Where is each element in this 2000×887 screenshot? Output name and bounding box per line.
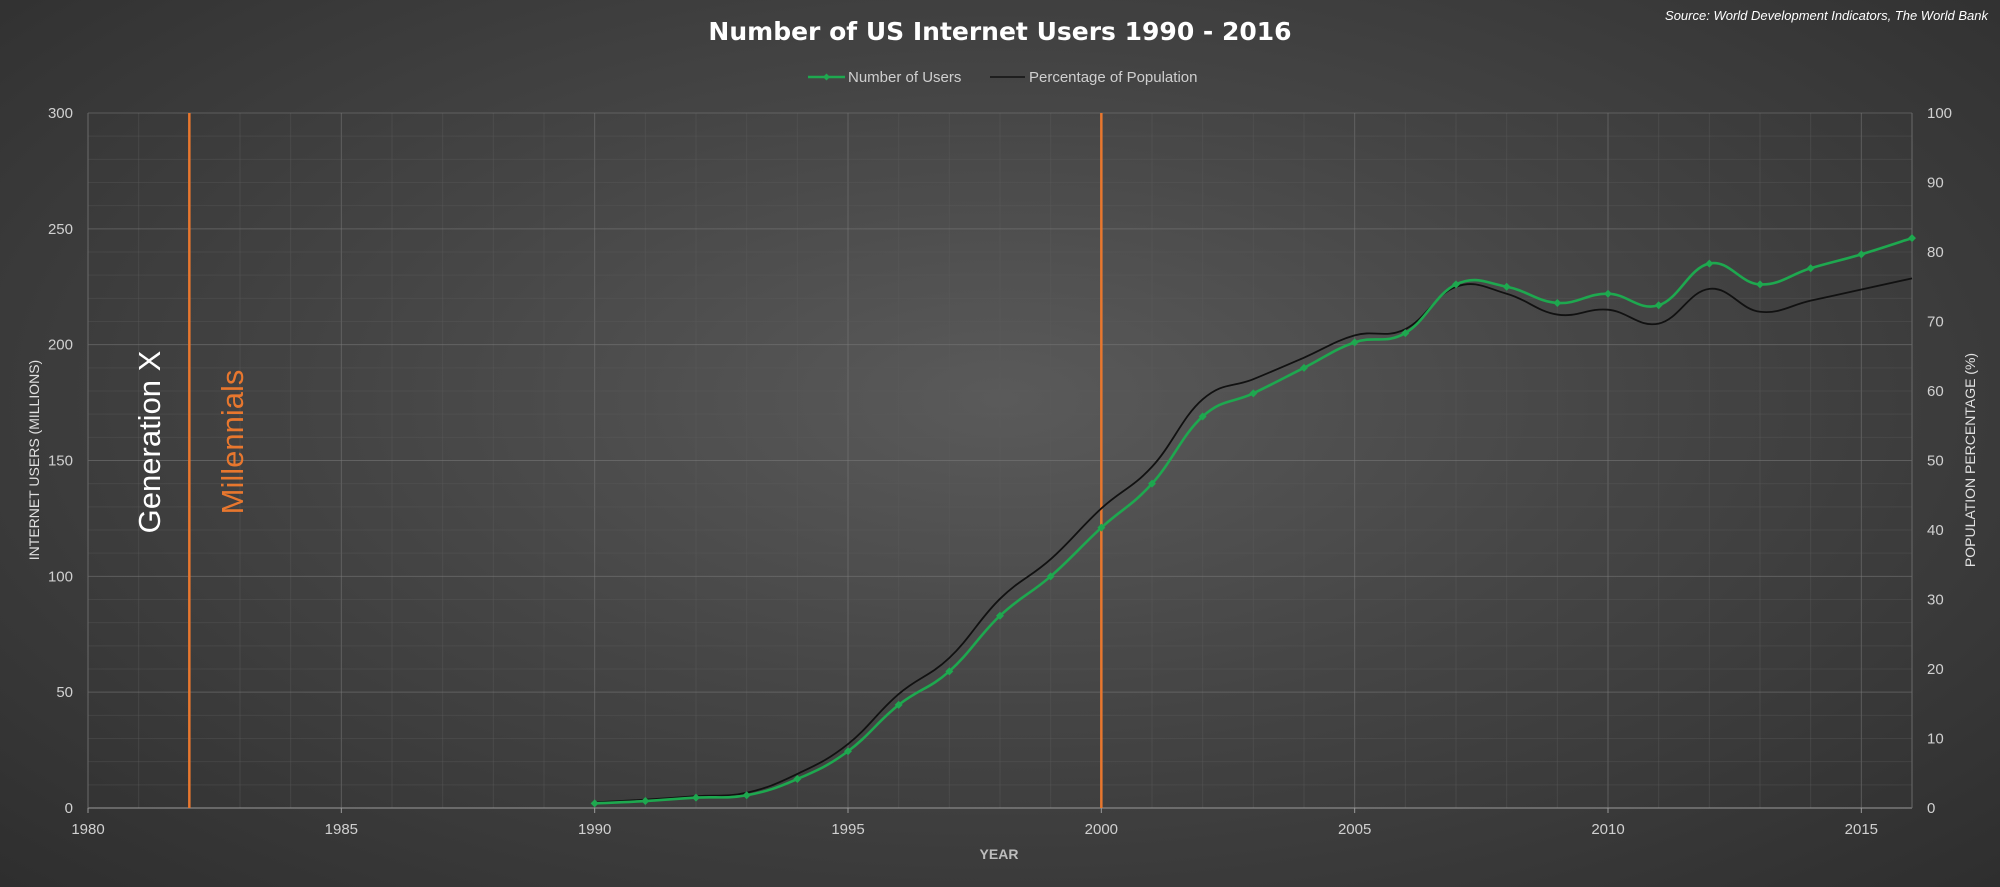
data-point-users-1995 xyxy=(844,747,852,756)
data-point-users-2003 xyxy=(1249,389,1258,398)
y-axis-right: 0 10 20 30 40 50 60 70 80 90 100 xyxy=(1927,105,1952,817)
data-point-users-1993 xyxy=(742,791,751,800)
y-tick-label: 250 xyxy=(48,221,73,238)
x-tick-label: 1990 xyxy=(578,821,611,838)
data-point-users-2016 xyxy=(1908,234,1916,243)
grid xyxy=(88,112,1913,808)
y-tick-label: 200 xyxy=(48,337,73,354)
data-point-users-2007 xyxy=(1452,280,1460,289)
y-tick-label: 50 xyxy=(56,684,73,701)
data-point-users-1998 xyxy=(996,611,1004,620)
x-axis: 1980 1985 1990 1995 2000 2005 2010 2015 xyxy=(71,808,1878,838)
x-tick-label: 1985 xyxy=(325,821,358,838)
data-point-users-2011 xyxy=(1654,301,1663,310)
data-point-users-2014 xyxy=(1806,264,1815,273)
y-axis-left-label: INTERNET USERS (MILLIONS) xyxy=(26,360,42,560)
data-point-users-1999 xyxy=(1046,572,1055,581)
y2-tick-label: 90 xyxy=(1927,175,1944,192)
y-tick-label: 150 xyxy=(48,453,73,470)
y2-tick-label: 20 xyxy=(1927,661,1944,678)
data-point-users-2013 xyxy=(1756,280,1764,289)
annotation-lines xyxy=(188,113,1103,808)
data-point-users-1997 xyxy=(945,667,954,676)
y-axis-right-label: POPULATION PERCENTAGE (%) xyxy=(1962,353,1978,567)
y2-tick-label: 30 xyxy=(1927,592,1944,609)
y2-tick-label: 70 xyxy=(1927,314,1944,331)
y2-tick-label: 100 xyxy=(1927,105,1952,122)
series xyxy=(590,234,1916,808)
data-point-users-1992 xyxy=(692,793,700,802)
data-point-users-2000 xyxy=(1097,523,1106,532)
data-point-users-2009 xyxy=(1553,298,1562,307)
y-axis-left: 0 50 100 150 200 250 300 xyxy=(48,105,73,817)
legend: Number of Users Percentage of Population xyxy=(808,69,1197,86)
data-point-users-2004 xyxy=(1300,363,1308,372)
chart-title: Number of US Internet Users 1990 - 2016 xyxy=(708,17,1291,46)
y2-tick-label: 0 xyxy=(1927,800,1935,817)
data-point-users-2005 xyxy=(1350,338,1359,347)
x-axis-label: YEAR xyxy=(980,846,1019,862)
annotation-generation-x: Generation X xyxy=(132,350,167,533)
data-point-users-2006 xyxy=(1401,329,1410,338)
legend-marker-users xyxy=(823,73,830,81)
y2-tick-label: 80 xyxy=(1927,244,1944,261)
data-point-users-2015 xyxy=(1857,250,1866,259)
x-tick-label: 2010 xyxy=(1591,821,1624,838)
chart-source: Source: World Development Indicators, Th… xyxy=(1665,8,1989,23)
series-line-percentage xyxy=(594,277,1913,804)
y-tick-label: 300 xyxy=(48,105,73,122)
x-tick-label: 1980 xyxy=(71,821,104,838)
y-tick-label: 100 xyxy=(48,568,73,585)
y2-tick-label: 50 xyxy=(1927,453,1944,470)
data-point-users-2008 xyxy=(1502,282,1511,291)
annotation-millennials: Millennials xyxy=(215,370,250,515)
data-point-users-1991 xyxy=(641,797,650,806)
y2-tick-label: 10 xyxy=(1927,731,1944,748)
x-tick-label: 2005 xyxy=(1338,821,1371,838)
x-tick-label: 2000 xyxy=(1085,821,1118,838)
data-point-users-2001 xyxy=(1148,479,1156,488)
data-point-users-2002 xyxy=(1198,412,1207,421)
y2-tick-label: 40 xyxy=(1927,522,1944,539)
y-tick-label: 0 xyxy=(65,800,73,817)
data-point-users-1990 xyxy=(590,799,599,808)
x-tick-label: 1995 xyxy=(831,821,864,838)
x-tick-label: 2015 xyxy=(1845,821,1878,838)
data-point-users-2010 xyxy=(1604,289,1612,298)
data-point-users-1994 xyxy=(793,775,802,784)
series-line-users xyxy=(594,236,1913,805)
legend-label-users: Number of Users xyxy=(848,69,961,86)
legend-label-percentage: Percentage of Population xyxy=(1029,69,1197,86)
y2-tick-label: 60 xyxy=(1927,383,1944,400)
data-point-users-1996 xyxy=(894,700,903,709)
data-point-users-2012 xyxy=(1705,259,1714,268)
